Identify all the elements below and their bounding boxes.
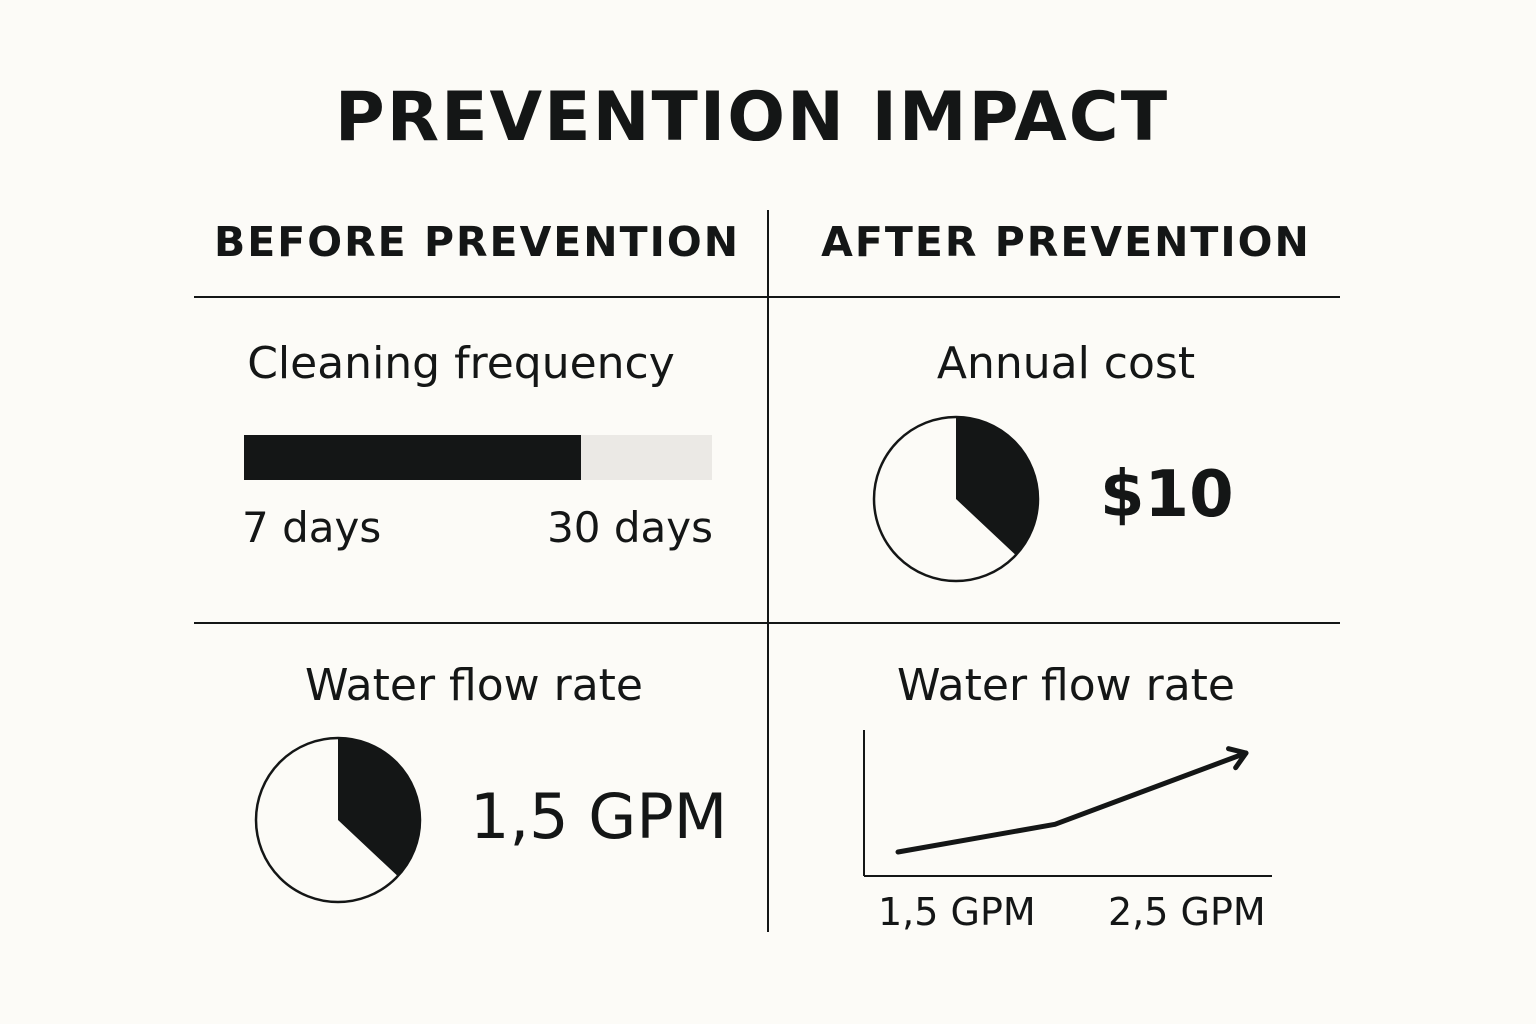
before-flow-value: 1,5 GPM [470, 780, 728, 853]
before-flow-label: Water flow rate [304, 660, 644, 711]
after-flow-label: Water flow rate [896, 660, 1236, 711]
cleaning-max-label: 30 days [547, 503, 713, 552]
before-column-header: BEFORE PREVENTION [213, 218, 741, 266]
after-flow-x-end: 2,5 GPM [1108, 890, 1266, 934]
annual-cost-label: Annual cost [936, 338, 1196, 389]
after-flow-x-start: 1,5 GPM [878, 890, 1036, 934]
cleaning-min-label: 7 days [242, 503, 382, 552]
cleaning-frequency-bar-fill [244, 435, 581, 480]
annual-cost-pie-slice [956, 417, 1038, 556]
page-title: PREVENTION IMPACT [334, 78, 1170, 157]
after-column-header: AFTER PREVENTION [821, 218, 1311, 266]
vertical-divider [767, 210, 769, 932]
annual-cost-value: $10 [1100, 458, 1234, 532]
header-divider [194, 296, 1340, 298]
arrow-head-icon [1226, 746, 1249, 771]
before-flow-pie-slice [338, 738, 420, 877]
cleaning-frequency-label: Cleaning frequency [247, 338, 675, 389]
row-divider [194, 622, 1340, 624]
flow-trend-line [895, 750, 1249, 855]
cleaning-frequency-bar [244, 435, 712, 480]
